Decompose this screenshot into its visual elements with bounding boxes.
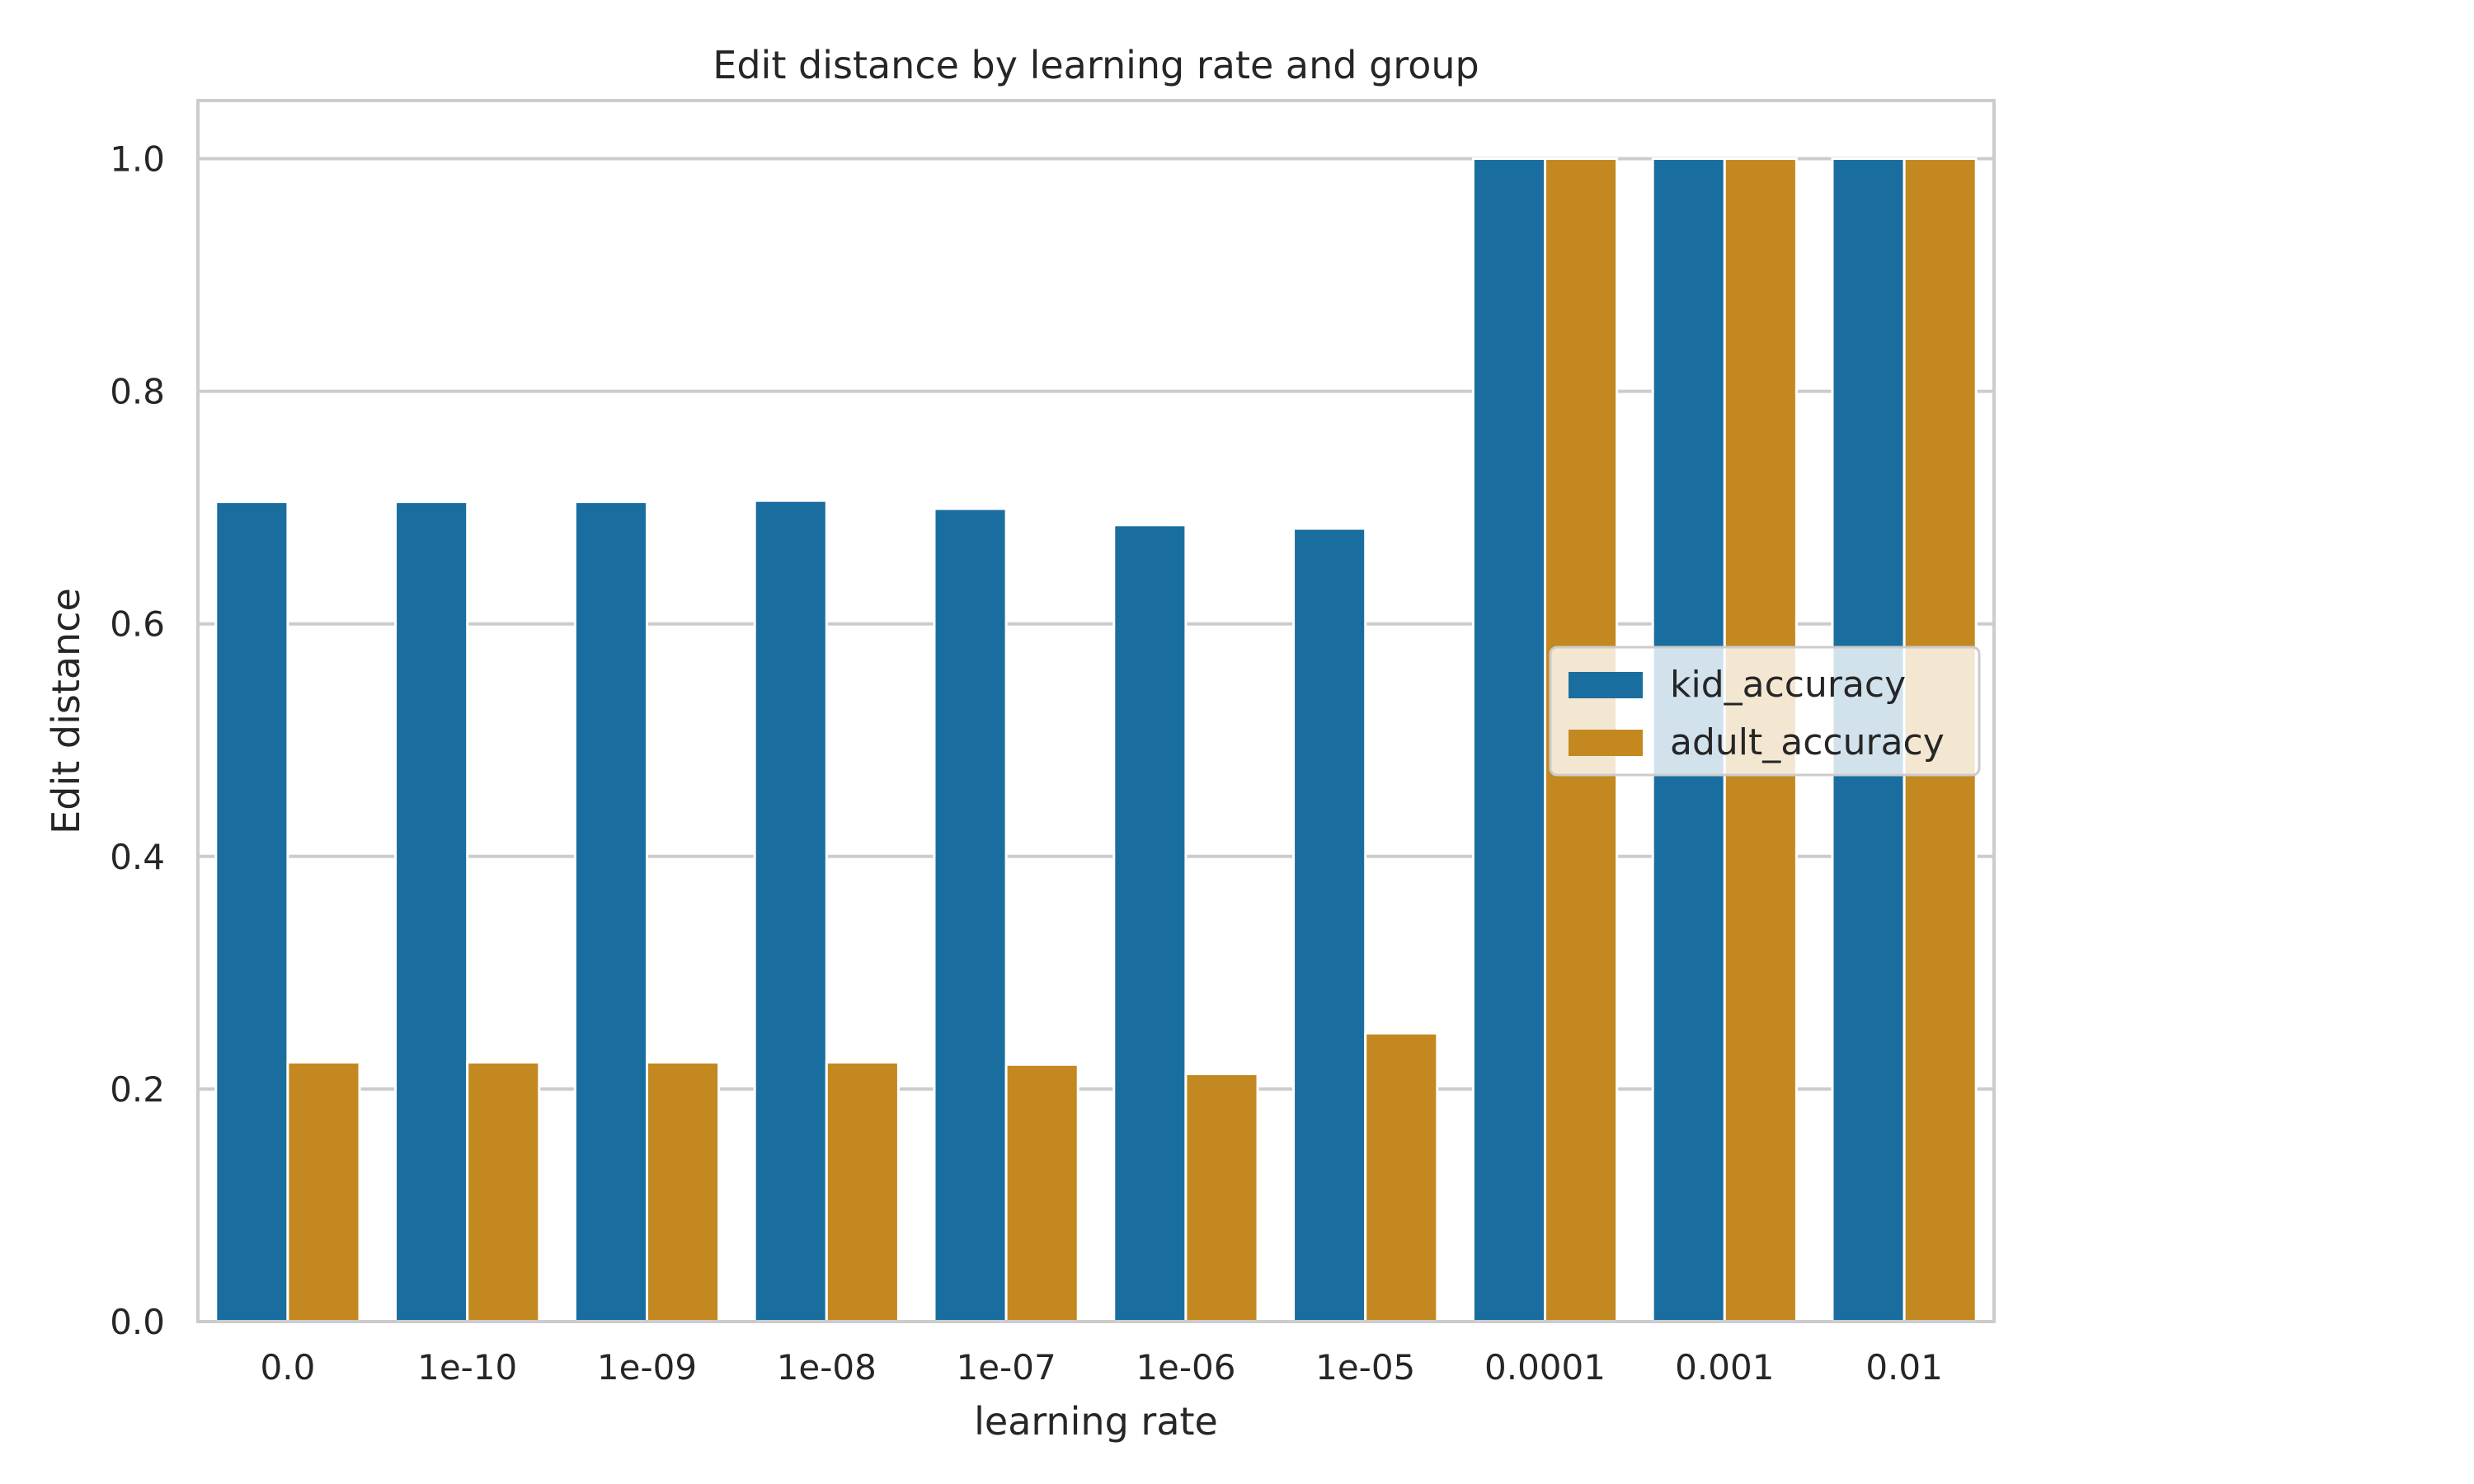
bar-adult-accuracy-5	[1184, 1073, 1259, 1323]
bar-adult-accuracy-6	[1364, 1031, 1439, 1323]
y-tick-label: 0.4	[110, 837, 165, 877]
legend-box	[1549, 646, 1981, 777]
y-tick-labels: 0.0 0.2 0.4 0.6 0.8 1.0	[110, 139, 165, 1342]
x-tick-label: 0.001	[1675, 1347, 1774, 1388]
x-tick-label: 1e-06	[1136, 1347, 1235, 1388]
bar-kid-accuracy-5	[1112, 524, 1188, 1323]
x-tick-label: 0.01	[1865, 1347, 1943, 1388]
bar-kid-accuracy-3	[753, 499, 828, 1323]
y-tick-label: 0.0	[110, 1302, 165, 1342]
x-tick-label: 1e-08	[777, 1347, 877, 1388]
legend: kid_accuracy adult_accuracy	[1549, 646, 1981, 777]
bar-kid-accuracy-0	[214, 500, 289, 1323]
bar-adult-accuracy-0	[286, 1060, 361, 1323]
bar-adult-accuracy-3	[825, 1060, 900, 1323]
x-axis-label: learning rate	[974, 1399, 1218, 1444]
y-tick-label: 1.0	[110, 139, 165, 180]
x-tick-label: 1e-07	[957, 1347, 1056, 1388]
bar-kid-accuracy-1	[394, 500, 469, 1323]
bar-kid-accuracy-2	[573, 500, 649, 1323]
legend-label-adult-accuracy: adult_accuracy	[1670, 721, 1945, 763]
legend-swatch-kid-accuracy	[1569, 672, 1643, 698]
bar-kid-accuracy-6	[1292, 527, 1367, 1323]
x-tick-label: 0.0001	[1484, 1347, 1606, 1388]
legend-swatch-adult-accuracy	[1569, 730, 1643, 756]
plot-frame	[196, 99, 1996, 1323]
x-tick-labels: 0.0 1e-10 1e-09 1e-08 1e-07 1e-06 1e-05 0.0001 0…	[261, 1347, 1943, 1388]
bar-kid-accuracy-4	[933, 507, 1008, 1323]
x-tick-label: 1e-10	[417, 1347, 517, 1388]
legend-label-kid-accuracy: kid_accuracy	[1670, 664, 1906, 706]
bars	[214, 157, 1978, 1323]
y-tick-label: 0.8	[110, 372, 165, 412]
x-tick-label: 0.0	[261, 1347, 316, 1388]
x-tick-label: 1e-09	[597, 1347, 697, 1388]
bar-adult-accuracy-1	[466, 1060, 541, 1323]
bar-adult-accuracy-4	[1004, 1063, 1079, 1323]
bar-adult-accuracy-2	[646, 1060, 721, 1323]
y-tick-label: 0.2	[110, 1069, 165, 1110]
chart-title: Edit distance by learning rate and group	[713, 43, 1479, 87]
y-axis-label: Edit distance	[44, 588, 88, 834]
bar-kid-accuracy-7	[1471, 157, 1547, 1323]
y-tick-label: 0.6	[110, 604, 165, 645]
x-tick-label: 1e-05	[1315, 1347, 1415, 1388]
